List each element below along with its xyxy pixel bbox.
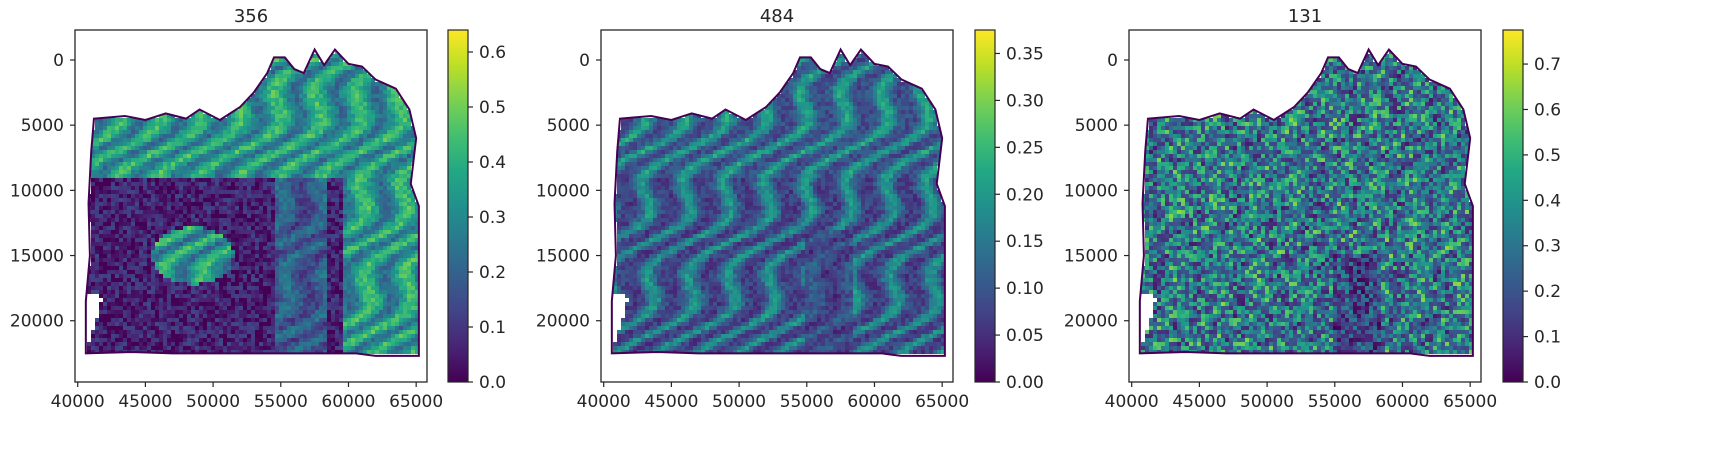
x-tick-label: 60000 xyxy=(1375,392,1429,412)
x-tick-label: 65000 xyxy=(389,392,443,412)
chart-panel-1: 356 40000 45000 50000 55000 60000 65000 0 5000 10… xyxy=(10,6,506,412)
x-tick-label: 60000 xyxy=(321,392,375,412)
colorbar-tick-label: 0.25 xyxy=(1006,138,1044,158)
chart-panel-3: 131 40000 45000 50000 55000 60000 65000 0 5000 10… xyxy=(1064,6,1561,412)
heatmap-image xyxy=(1141,50,1473,354)
axes-frame xyxy=(600,29,954,383)
y-tick-label: 10000 xyxy=(1064,181,1118,201)
chart-title: 131 xyxy=(1288,6,1322,27)
x-tick-label: 60000 xyxy=(847,392,901,412)
axes-frame xyxy=(74,29,428,383)
colorbar-tick-label: 0.15 xyxy=(1006,232,1044,252)
x-tick-label: 45000 xyxy=(644,392,698,412)
x-tick-label: 40000 xyxy=(1105,392,1159,412)
x-tick-label: 55000 xyxy=(1308,392,1362,412)
x-tick-label: 55000 xyxy=(780,392,834,412)
tissue-outline xyxy=(84,47,420,357)
colorbar-tick-label: 0.0 xyxy=(479,373,506,393)
colorbar-tick-label: 0.1 xyxy=(1534,328,1561,348)
colorbar-tick-label: 0.10 xyxy=(1006,279,1044,299)
y-tick-label: 5000 xyxy=(1075,116,1118,136)
colorbar xyxy=(447,29,469,383)
x-tick-label: 50000 xyxy=(186,392,240,412)
x-tick-label: 50000 xyxy=(712,392,766,412)
x-tick-label: 45000 xyxy=(1172,392,1226,412)
colorbar-tick-label: 0.5 xyxy=(479,98,506,118)
y-tick-label: 10000 xyxy=(10,181,64,201)
tissue-outline xyxy=(610,47,946,357)
y-tick-label: 15000 xyxy=(10,247,64,267)
chart-title: 356 xyxy=(234,6,268,27)
heatmap-image xyxy=(87,50,419,354)
y-tick-label: 15000 xyxy=(536,247,590,267)
y-tick-label: 0 xyxy=(579,51,590,71)
colorbar-tick-label: 0.4 xyxy=(479,153,506,173)
tissue-outline xyxy=(1138,47,1474,357)
y-tick-label: 20000 xyxy=(1064,312,1118,332)
y-tick-label: 20000 xyxy=(10,312,64,332)
colorbar-tick-label: 0.6 xyxy=(1534,100,1561,120)
colorbar-tick-label: 0.05 xyxy=(1006,326,1044,346)
colorbar-tick-label: 0.2 xyxy=(479,263,506,283)
chart-title: 484 xyxy=(760,6,794,27)
colorbar-tick-label: 0.3 xyxy=(1534,237,1561,257)
x-tick-label: 40000 xyxy=(51,392,105,412)
colorbar xyxy=(974,29,996,383)
colorbar-tick-label: 0.4 xyxy=(1534,191,1561,211)
y-tick-label: 20000 xyxy=(536,312,590,332)
y-tick-label: 5000 xyxy=(21,116,64,136)
colorbar-tick-label: 0.20 xyxy=(1006,185,1044,205)
colorbar-tick-label: 0.30 xyxy=(1006,91,1044,111)
x-tick-label: 45000 xyxy=(118,392,172,412)
colorbar-tick-label: 0.3 xyxy=(479,208,506,228)
colorbar xyxy=(1502,29,1524,383)
colorbar-tick-label: 0.6 xyxy=(479,43,506,63)
x-tick-label: 55000 xyxy=(254,392,308,412)
x-tick-label: 50000 xyxy=(1240,392,1294,412)
x-tick-label: 40000 xyxy=(577,392,631,412)
heatmap-image xyxy=(613,50,945,354)
colorbar-tick-label: 0.7 xyxy=(1534,55,1561,75)
axes-frame xyxy=(1128,29,1482,383)
chart-panel-2: 484 40000 45000 50000 55000 60000 65000 0 5000 10… xyxy=(536,6,1044,412)
colorbar-tick-label: 0.35 xyxy=(1006,44,1044,64)
y-tick-label: 0 xyxy=(1107,51,1118,71)
colorbar-tick-label: 0.2 xyxy=(1534,282,1561,302)
colorbar-tick-label: 0.5 xyxy=(1534,146,1561,166)
y-tick-label: 10000 xyxy=(536,181,590,201)
colorbar-tick-label: 0.0 xyxy=(1534,373,1561,393)
x-tick-label: 65000 xyxy=(915,392,969,412)
y-tick-label: 15000 xyxy=(1064,247,1118,267)
x-tick-label: 65000 xyxy=(1443,392,1497,412)
y-tick-label: 0 xyxy=(53,51,64,71)
y-tick-label: 5000 xyxy=(547,116,590,136)
colorbar-tick-label: 0.1 xyxy=(479,318,506,338)
colorbar-tick-label: 0.00 xyxy=(1006,373,1044,393)
